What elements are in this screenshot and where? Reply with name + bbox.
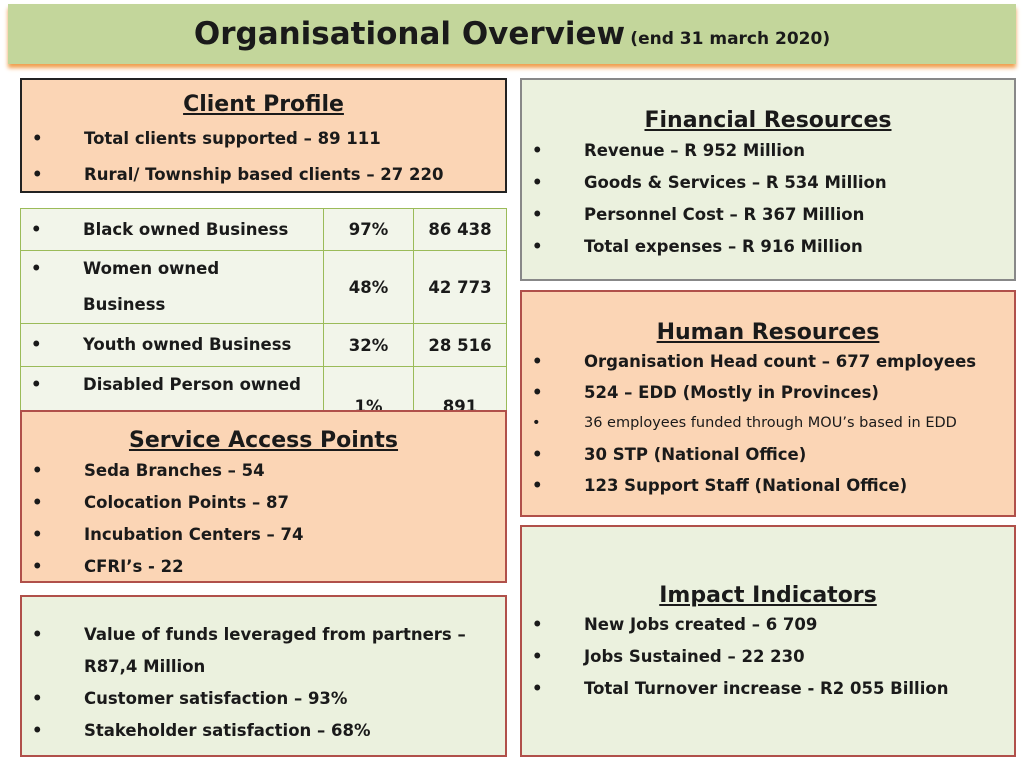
subtitle: (end 31 march 2020)	[630, 29, 831, 49]
heading: Client Profile	[183, 92, 344, 117]
heading: Service Access Points	[128, 428, 399, 453]
bullet-item: Revenue – R 952 Million	[522, 135, 1014, 167]
cell: Women owned Business	[20, 250, 324, 324]
other-indicators-panel: Value of funds leveraged from partners –…	[20, 595, 507, 757]
bullet-item: Goods & Services – R 534 Million	[522, 167, 1014, 199]
bullet-item: Total Turnover increase - R2 055 Billion	[522, 673, 1014, 705]
cell: 97%	[323, 208, 414, 251]
bullet-item: Colocation Points – 87	[22, 487, 505, 519]
cell: 86 438	[413, 208, 507, 251]
bullet-item: Jobs Sustained – 22 230	[522, 641, 1014, 673]
bullet-list: New Jobs created – 6 709Jobs Sustained –…	[522, 609, 1014, 705]
heading: Financial Resources	[644, 108, 892, 133]
bullet-item: 123 Support Staff (National Office)	[522, 470, 1014, 501]
cell: Youth owned Business	[20, 323, 324, 367]
bullet-item: Total clients supported – 89 111	[22, 121, 505, 157]
cell: 42 773	[413, 250, 507, 324]
financial-panel: Financial Resources Revenue – R 952 Mill…	[520, 78, 1016, 281]
cell: Black owned Business	[20, 208, 324, 251]
bullet-item: Total expenses – R 916 Million	[522, 231, 1014, 263]
service-access-panel: Service Access Points Seda Branches – 54…	[20, 410, 507, 583]
bullet-item: Stakeholder satisfaction – 68%	[22, 715, 505, 747]
bullet-item: Organisation Head count – 677 employees	[522, 346, 1014, 377]
bullet-item: 36 employees funded through MOU’s based …	[522, 408, 1014, 439]
bullet-item: Personnel Cost – R 367 Million	[522, 199, 1014, 231]
title-banner: Organisational Overview (end 31 march 20…	[8, 4, 1016, 64]
bullet-item: 30 STP (National Office)	[522, 439, 1014, 470]
bullet-item: Customer satisfaction – 93%	[22, 683, 505, 715]
title: Organisational Overview	[193, 16, 626, 52]
bullet-item: CFRI’s - 22	[22, 551, 505, 583]
bullet-item: 524 – EDD (Mostly in Provinces)	[522, 377, 1014, 408]
cell: 28 516	[413, 323, 507, 367]
client-profile-panel: Client Profile Total clients supported –…	[20, 78, 507, 193]
bullet-item: Rural/ Township based clients – 27 220	[22, 157, 505, 193]
impact-panel: Impact Indicators New Jobs created – 6 7…	[520, 525, 1016, 757]
bullet-list: Seda Branches – 54Colocation Points – 87…	[22, 455, 505, 583]
bullet-list: Organisation Head count – 677 employees5…	[522, 346, 1014, 501]
bullet-item: New Jobs created – 6 709	[522, 609, 1014, 641]
bullet-list: Revenue – R 952 MillionGoods & Services …	[522, 135, 1014, 263]
cell: 48%	[323, 250, 414, 324]
cell: 32%	[323, 323, 414, 367]
bullet-list: Value of funds leveraged from partners –…	[22, 619, 505, 747]
heading: Human Resources	[656, 320, 880, 345]
heading: Impact Indicators	[659, 583, 877, 608]
bullet-item: Incubation Centers – 74	[22, 519, 505, 551]
bullet-list: Total clients supported – 89 111Rural/ T…	[22, 121, 505, 193]
human-resources-panel: Human Resources Organisation Head count …	[520, 290, 1016, 517]
bullet-item: Value of funds leveraged from partners –…	[22, 619, 505, 683]
bullet-item: Seda Branches – 54	[22, 455, 505, 487]
